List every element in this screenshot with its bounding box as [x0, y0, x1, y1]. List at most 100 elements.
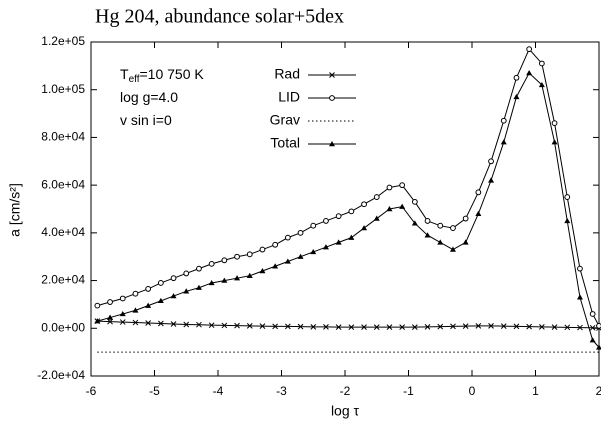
marker	[551, 324, 558, 330]
marker	[119, 310, 126, 317]
marker	[411, 324, 418, 330]
marker	[284, 234, 291, 241]
x-tick-label: 1	[532, 384, 539, 398]
x-tick-label: -5	[149, 384, 160, 398]
marker	[157, 280, 164, 286]
marker	[424, 218, 431, 224]
marker	[195, 284, 202, 290]
marker	[564, 324, 571, 331]
marker	[361, 225, 368, 231]
marker	[348, 324, 355, 330]
marker	[437, 323, 444, 330]
marker	[297, 323, 304, 330]
marker	[424, 232, 431, 238]
x-tick-label: -1	[403, 384, 414, 398]
marker	[234, 275, 241, 281]
marker	[577, 324, 583, 331]
marker	[551, 139, 558, 145]
marker	[221, 257, 228, 264]
marker	[386, 324, 393, 330]
marker	[437, 222, 444, 229]
marker	[196, 321, 202, 328]
marker	[361, 324, 367, 330]
marker	[500, 139, 507, 145]
marker	[399, 324, 406, 330]
marker	[107, 318, 113, 325]
x-tick-label: 0	[469, 384, 476, 398]
marker	[310, 248, 317, 255]
marker	[272, 241, 279, 248]
marker	[513, 74, 520, 81]
marker	[323, 324, 329, 330]
marker	[450, 323, 456, 330]
annotation-text: =10 750 K	[140, 66, 205, 82]
marker	[246, 272, 253, 278]
marker	[488, 323, 494, 329]
legend-label: Total	[270, 135, 300, 151]
marker	[157, 320, 164, 327]
marker	[157, 297, 164, 304]
x-tick-label: 2	[596, 384, 601, 398]
marker	[145, 302, 152, 308]
marker	[475, 323, 482, 329]
marker	[449, 246, 456, 252]
marker	[386, 184, 393, 191]
marker	[538, 81, 545, 88]
marker	[183, 270, 190, 277]
legend-marker	[329, 141, 335, 147]
marker	[132, 307, 139, 313]
x-tick-label: -4	[213, 384, 224, 398]
marker	[513, 323, 520, 330]
x-tick-label: -3	[276, 384, 287, 398]
marker	[284, 323, 291, 330]
marker	[208, 279, 215, 286]
marker	[323, 218, 329, 224]
marker	[246, 251, 253, 258]
marker	[348, 234, 355, 240]
marker	[348, 208, 355, 215]
marker	[132, 290, 139, 297]
marker	[526, 323, 533, 330]
marker	[335, 324, 342, 330]
marker	[132, 319, 139, 326]
chart-title: Hg 204, abundance solar+5dex	[95, 6, 344, 28]
marker	[589, 324, 596, 331]
annotation: v sin i=0	[120, 112, 172, 128]
y-tick-label: 2.0e+04	[41, 273, 85, 287]
marker	[462, 239, 469, 245]
marker	[551, 120, 558, 127]
series-line	[97, 72, 600, 348]
marker	[183, 288, 190, 294]
marker	[272, 323, 279, 330]
marker	[399, 182, 406, 189]
marker	[335, 239, 342, 245]
marker	[513, 93, 520, 100]
marker	[526, 70, 533, 76]
legend-marker	[329, 95, 335, 101]
marker	[589, 311, 596, 317]
marker	[488, 177, 495, 183]
marker	[119, 295, 126, 302]
y-tick-label: 8.0e+04	[41, 130, 85, 144]
marker	[373, 215, 380, 221]
x-tick-label: -2	[340, 384, 351, 398]
marker	[322, 244, 329, 250]
marker	[145, 320, 152, 326]
marker	[577, 265, 583, 272]
marker	[196, 265, 202, 272]
marker	[361, 201, 367, 208]
marker	[475, 210, 482, 216]
marker	[424, 324, 431, 330]
marker	[475, 189, 482, 196]
marker	[386, 206, 393, 212]
marker	[94, 302, 101, 309]
marker	[145, 286, 152, 292]
marker	[462, 215, 469, 222]
marker	[170, 275, 177, 282]
marker	[183, 321, 190, 328]
marker	[259, 323, 266, 329]
annotation: Teff=10 750 K	[120, 66, 204, 85]
marker	[399, 203, 406, 209]
marker	[526, 46, 533, 53]
annotation: log g=4.0	[120, 89, 178, 105]
